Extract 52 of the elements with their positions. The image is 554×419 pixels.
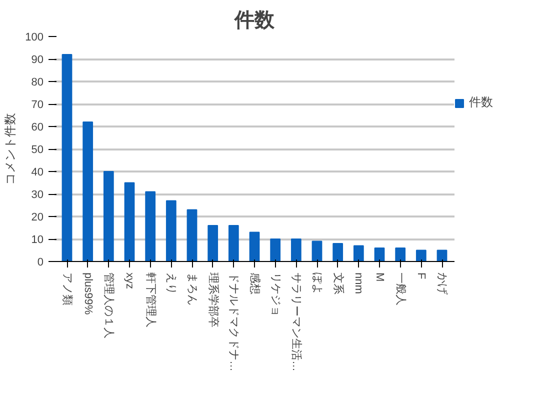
x-tick-label: nnm bbox=[352, 272, 365, 294]
y-tick-label: 100 bbox=[25, 32, 44, 44]
x-tick-label: かげ bbox=[436, 272, 448, 296]
bar bbox=[208, 225, 218, 262]
bar bbox=[186, 209, 198, 262]
bar bbox=[124, 182, 135, 262]
bar bbox=[353, 245, 364, 262]
bar bbox=[103, 171, 114, 262]
y-tick-label: 0 bbox=[37, 256, 44, 268]
bar bbox=[82, 122, 94, 262]
y-tick-label: 70 bbox=[31, 99, 44, 111]
y-tick-label: 30 bbox=[31, 189, 44, 201]
x-tick-label: えり bbox=[165, 272, 178, 294]
bar bbox=[312, 240, 322, 262]
y-tick-label: 80 bbox=[31, 76, 44, 88]
bar bbox=[416, 250, 426, 262]
x-tick-label: まろん bbox=[186, 272, 198, 306]
x-tick-label: ドナルドマクドナ… bbox=[228, 272, 240, 372]
y-axis-title: コメント件数 bbox=[3, 113, 18, 185]
y-tick-label: 10 bbox=[31, 234, 44, 246]
x-tick-label: plus99% bbox=[82, 272, 94, 315]
x-tick-label: ぽよ bbox=[311, 272, 323, 294]
x-tick-label: 管理人の１人 bbox=[102, 272, 115, 338]
y-tick-label: 20 bbox=[31, 212, 44, 224]
legend-label: 件数 bbox=[469, 94, 493, 111]
bar bbox=[166, 200, 176, 262]
x-tick-label: 軒下管理人 bbox=[144, 272, 156, 328]
x-tick-label: 一般人 bbox=[394, 272, 406, 306]
x-tick-label: 理系学部卒 bbox=[206, 272, 220, 328]
bar bbox=[270, 238, 281, 262]
y-tick-label: 50 bbox=[31, 144, 44, 156]
bar bbox=[332, 243, 344, 262]
x-tick-label: サラリーマン生活… bbox=[290, 272, 304, 372]
bar bbox=[436, 250, 448, 262]
y-tick-label: 90 bbox=[31, 54, 44, 66]
bar bbox=[145, 191, 156, 262]
chart-title: 件数 bbox=[234, 8, 276, 32]
x-tick-label: リケジョ bbox=[269, 272, 282, 316]
x-tick-label: M bbox=[374, 272, 386, 282]
bar bbox=[62, 54, 72, 262]
bar bbox=[395, 248, 406, 262]
bar bbox=[374, 248, 385, 262]
bar bbox=[228, 225, 239, 262]
x-tick-label: F bbox=[415, 272, 428, 280]
bar bbox=[290, 238, 302, 262]
y-tick-label: 60 bbox=[31, 122, 44, 134]
x-tick-label: 文系 bbox=[332, 272, 345, 294]
x-tick-label: xyz bbox=[124, 272, 136, 289]
y-tick-label: 40 bbox=[31, 166, 44, 178]
x-tick-label: アノ類 bbox=[61, 272, 73, 306]
x-tick-label: 感想 bbox=[248, 272, 262, 294]
bar bbox=[249, 232, 260, 262]
